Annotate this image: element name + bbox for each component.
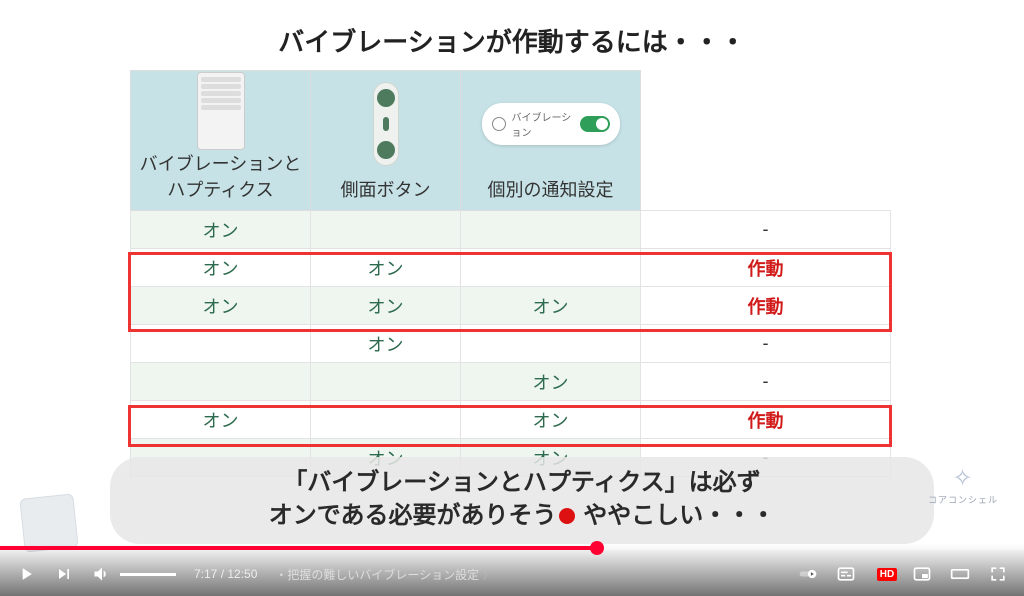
volume-control[interactable] — [92, 564, 176, 584]
col-header-1-label: バイブレーションとハプティクス — [131, 150, 310, 202]
table-row: オンオン 作動 — [131, 249, 891, 287]
col-header-2-label: 側面ボタン — [341, 176, 431, 202]
table-row: オン - — [131, 211, 891, 249]
table-cell — [461, 249, 641, 287]
table-cell: オン — [131, 249, 311, 287]
table-cell — [461, 211, 641, 249]
hd-badge: HD — [877, 568, 897, 581]
table-cell — [131, 325, 311, 363]
result-cell: - — [641, 363, 891, 401]
result-cell: - — [641, 211, 891, 249]
table-cell: オン — [131, 401, 311, 439]
side-button-icon — [311, 71, 460, 176]
table-cell: オン — [131, 287, 311, 325]
table-row: オン - — [131, 325, 891, 363]
col-header-1: バイブレーションとハプティクス — [131, 71, 311, 211]
table-cell: オン — [461, 287, 641, 325]
col-header-3: バイブレーション 個別の通知設定 — [461, 71, 641, 211]
table-cell — [461, 325, 641, 363]
caption-line-1: 「バイブレーションとハプティクス」は必ず — [283, 469, 760, 496]
watermark-text: コアコンシェル — [928, 493, 998, 506]
progress-elapsed — [0, 546, 597, 550]
autoplay-toggle-icon[interactable] — [798, 564, 818, 584]
table-row: オンオンオン作動 — [131, 287, 891, 325]
red-dot-icon — [559, 508, 575, 524]
volume-icon[interactable] — [92, 564, 112, 584]
play-icon[interactable] — [16, 564, 36, 584]
caption-line-2a: オンである必要がありそう — [269, 502, 557, 529]
table-cell: オン — [311, 287, 461, 325]
miniplayer-icon[interactable] — [912, 564, 932, 584]
comparison-table: バイブレーションとハプティクス 側面ボタン — [130, 70, 890, 477]
next-icon[interactable] — [54, 564, 74, 584]
table-cell — [131, 363, 311, 401]
progress-bar[interactable] — [0, 546, 1024, 550]
result-cell: 作動 — [641, 401, 891, 439]
caption-line-2b: ややこしい・・・ — [583, 502, 775, 529]
table-cell: オン — [131, 211, 311, 249]
theater-icon[interactable] — [950, 564, 970, 584]
table-cell: オン — [461, 363, 641, 401]
table-cell — [311, 401, 461, 439]
table-row: オン- — [131, 363, 891, 401]
col-header-4 — [641, 71, 891, 211]
table-cell: オン — [311, 249, 461, 287]
col-header-2: 側面ボタン — [311, 71, 461, 211]
watermark: ✧ コアコンシェル — [928, 464, 998, 506]
chevron-right-icon: 〉 — [483, 571, 493, 582]
result-cell: - — [641, 325, 891, 363]
col-header-3-label: 個別の通知設定 — [488, 176, 614, 202]
table-row: オンオン作動 — [131, 401, 891, 439]
result-cell: 作動 — [641, 287, 891, 325]
phone-settings-icon — [131, 71, 310, 150]
progress-knob[interactable] — [590, 541, 604, 555]
slide-title: バイブレーションが作動するには・・・ — [0, 22, 1024, 59]
slide: バイブレーションが作動するには・・・ バイブレーションとハプティクス — [0, 0, 1024, 596]
timecode: 7:17 / 12:50 — [194, 567, 257, 581]
settings-icon[interactable]: HD — [874, 564, 894, 584]
result-cell: 作動 — [641, 249, 891, 287]
fullscreen-icon[interactable] — [988, 564, 1008, 584]
table-cell: オン — [461, 401, 641, 439]
volume-bar[interactable] — [120, 573, 176, 576]
watermark-icon: ✧ — [928, 464, 998, 493]
video-player-bar: 7:17 / 12:50 ・把握の難しいバイブレーション設定〉 HD — [0, 544, 1024, 596]
caption: 「バイブレーションとハプティクス」は必ず オンである必要がありそう ややこしい・… — [110, 457, 934, 544]
table-cell — [311, 211, 461, 249]
subtitles-icon[interactable] — [836, 564, 856, 584]
table-cell: オン — [311, 325, 461, 363]
chapter-label[interactable]: ・把握の難しいバイブレーション設定〉 — [275, 566, 493, 583]
toggle-icon: バイブレーション — [461, 71, 640, 176]
table-cell — [311, 363, 461, 401]
